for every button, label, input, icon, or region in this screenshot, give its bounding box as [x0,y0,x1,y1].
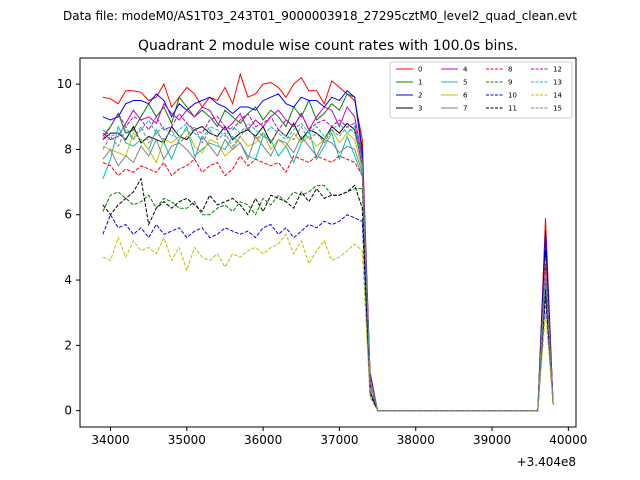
series-line-15 [102,125,554,412]
legend-label-9: 9 [508,79,512,87]
axes-layer: 34000 35000 36000 37000 38000 39000 40000 0 2 4 6 8… [57,57,587,447]
legend-box [389,61,573,119]
legend-label-14: 14 [553,92,562,100]
legend-label-4: 4 [463,66,468,74]
legend-label-3: 3 [418,105,422,113]
legend-label-6: 6 [463,92,468,100]
legend-label-11: 11 [508,105,517,113]
x-tick-label: 37000 [320,433,358,447]
x-tick-label: 40000 [549,433,587,447]
legend-label-7: 7 [463,105,467,113]
figure-suptitle: Data file: modeM0/AS1T03_243T01_90000039… [63,9,577,23]
x-tick-label: 36000 [244,433,282,447]
legend-label-2: 2 [418,92,422,100]
legend-label-5: 5 [463,79,467,87]
axes-frame [79,57,577,428]
chart-title: Quadrant 2 module wise count rates with … [138,38,518,54]
y-tick-label: 4 [64,273,72,287]
legend-label-10: 10 [508,92,517,100]
x-tick-label: 34000 [91,433,129,447]
x-tick-label: 35000 [168,433,206,447]
legend-label-1: 1 [418,79,422,87]
legend-label-12: 12 [553,66,562,74]
y-tick-label: 6 [64,208,72,222]
series-line-13 [102,119,554,412]
x-offset-label: +3.404e8 [517,455,576,469]
y-tick-label: 0 [64,404,72,418]
series-layer [102,72,554,412]
y-tick-label: 10 [57,77,72,91]
y-tick-label: 8 [64,142,72,156]
x-tick-label: 38000 [397,433,435,447]
x-tick-label: 39000 [473,433,511,447]
legend-label-0: 0 [418,66,422,74]
series-line-14 [102,233,554,412]
legend-label-8: 8 [508,66,512,74]
series-line-9 [102,184,554,412]
legend-label-13: 13 [553,79,562,87]
legend-label-15: 15 [553,105,562,113]
y-tick-label: 2 [64,338,72,352]
